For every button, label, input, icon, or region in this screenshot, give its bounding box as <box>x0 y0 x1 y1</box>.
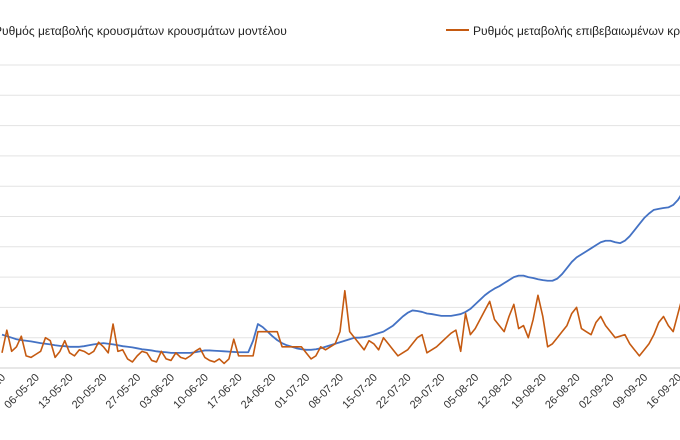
legend: Ρυθμός μεταβολής κρουσμάτων κρουσμάτων μ… <box>0 24 680 38</box>
x-tick-label: 05-08-20 <box>442 372 482 412</box>
x-tick-label: 29-07-20 <box>408 372 448 412</box>
legend-label-model: Ρυθμός μεταβολής κρουσμάτων κρουσμάτων μ… <box>0 24 287 38</box>
x-tick-label: 09-09-20 <box>611 372 651 412</box>
series-line-model <box>1 195 680 354</box>
x-tick-label: 22-07-20 <box>374 372 414 412</box>
x-tick-label: 16-09-20 <box>644 372 680 412</box>
x-tick-label: 08-07-20 <box>306 372 346 412</box>
x-tick-label: 26-08-20 <box>543 372 583 412</box>
x-tick-label: 12-08-20 <box>475 372 515 412</box>
x-tick-label: 10-06-20 <box>171 372 211 412</box>
x-tick-label: 03-06-20 <box>137 372 177 412</box>
series-line-confirmed <box>1 289 680 365</box>
legend-label-confirmed: Ρυθμός μεταβολής επιβεβαιωμένων κρουσμάτ… <box>473 24 680 38</box>
x-axis-tick-labels: 29-04-2006-05-2013-05-2020-05-2027-05-20… <box>0 372 680 412</box>
x-tick-label: 02-09-20 <box>577 372 617 412</box>
x-tick-label: 15-07-20 <box>340 372 380 412</box>
series-lines <box>1 195 680 365</box>
gridlines <box>0 64 680 369</box>
x-tick-label: 19-08-20 <box>509 372 549 412</box>
x-tick-label: 24-06-20 <box>239 372 279 412</box>
x-tick-label: 13-05-20 <box>36 372 76 412</box>
x-tick-label: 06-05-20 <box>2 372 42 412</box>
x-tick-label: 01-07-20 <box>273 372 313 412</box>
x-tick-label: 27-05-20 <box>104 372 144 412</box>
x-tick-label: 20-05-20 <box>70 372 110 412</box>
x-tick-label: 17-06-20 <box>205 372 245 412</box>
